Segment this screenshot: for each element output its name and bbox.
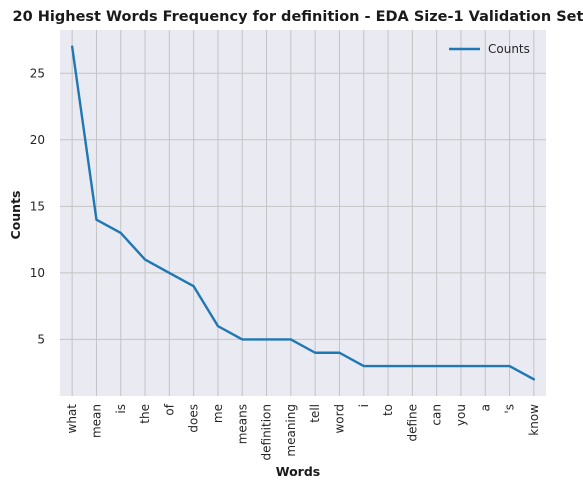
grid-lines	[60, 30, 546, 396]
x-tick-label: define	[405, 404, 419, 442]
x-axis-ticks: what mean is the of does me means definition mean…	[65, 403, 541, 460]
y-tick-label: 25	[30, 66, 45, 80]
series-layer	[70, 45, 536, 381]
x-tick-label: does	[187, 404, 201, 433]
x-tick-label: definition	[260, 404, 274, 460]
x-tick-label: the	[138, 404, 152, 424]
chart-title: 20 Highest Words Frequency for definitio…	[13, 9, 583, 25]
y-tick-label: 20	[30, 133, 45, 147]
x-tick-label: is	[114, 404, 128, 414]
x-tick-label: means	[235, 404, 249, 444]
series-line-counts	[70, 45, 536, 381]
x-tick-label: of	[162, 403, 176, 415]
y-axis-label: Counts	[8, 191, 23, 240]
x-tick-label: can	[430, 404, 444, 426]
x-tick-label: a	[478, 404, 492, 411]
x-tick-label: mean	[89, 404, 103, 438]
plot-area	[60, 30, 546, 396]
x-tick-label: to	[381, 404, 395, 416]
x-tick-label: word	[332, 404, 346, 434]
x-axis-label: Words	[276, 464, 320, 479]
y-tick-label: 15	[30, 199, 45, 213]
y-axis-ticks: 5 10 15 20 25	[30, 66, 45, 346]
y-tick-label: 10	[30, 266, 45, 280]
x-tick-label: i	[357, 404, 371, 407]
legend: Counts	[449, 42, 530, 56]
x-tick-label: know	[527, 404, 541, 436]
x-tick-label: what	[65, 404, 79, 434]
x-tick-label: 's	[503, 404, 517, 414]
x-tick-label: meaning	[284, 404, 298, 457]
x-tick-label: you	[454, 404, 468, 426]
x-tick-label: me	[211, 404, 225, 423]
x-tick-label: tell	[308, 404, 322, 423]
y-tick-label: 5	[37, 332, 45, 346]
legend-label-counts: Counts	[488, 42, 530, 56]
